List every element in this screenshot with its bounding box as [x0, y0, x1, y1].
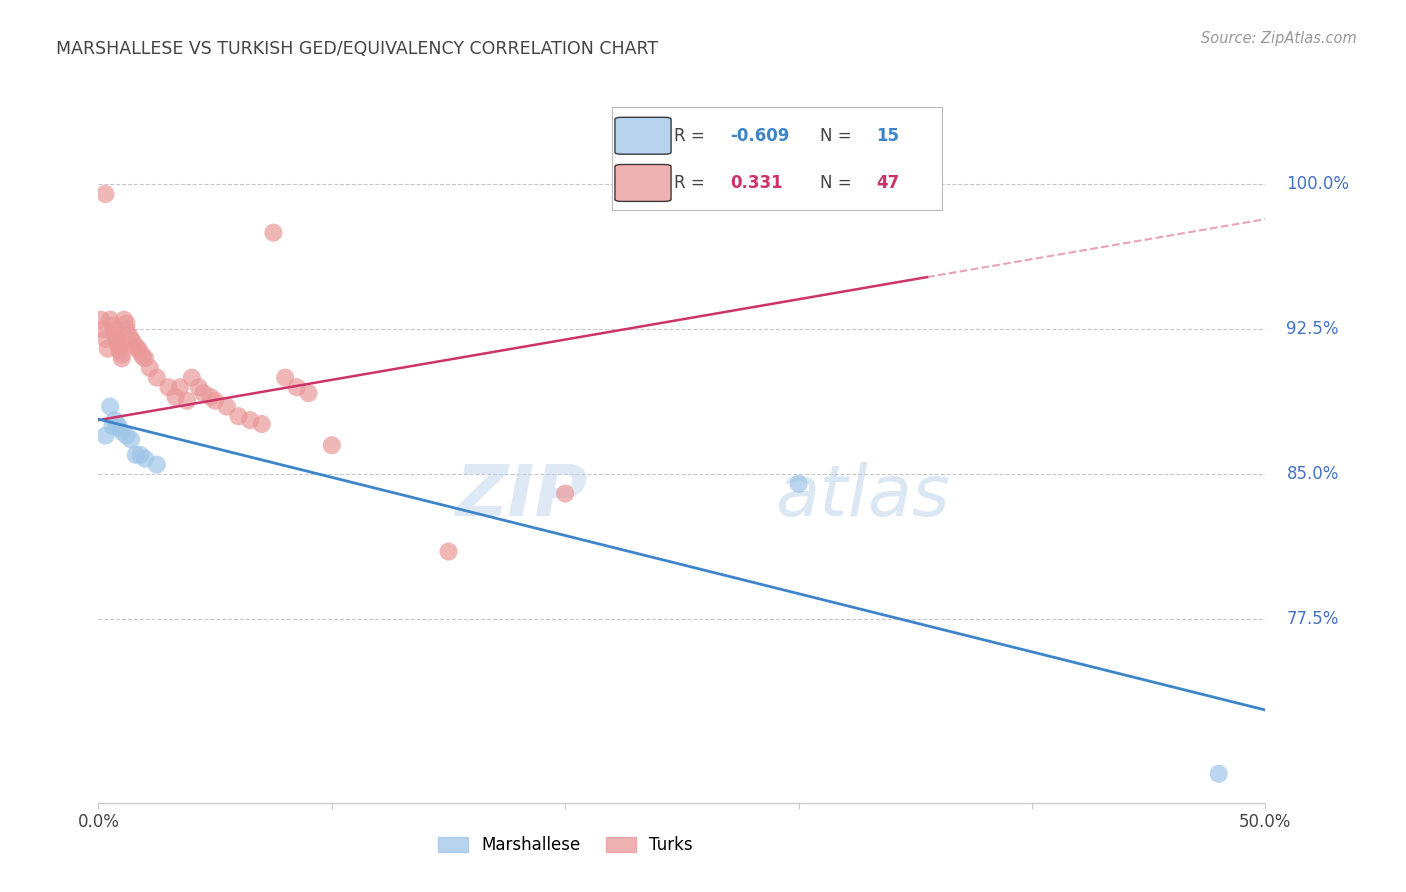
Point: [104, 328, 127, 343]
Point: [108, 343, 131, 358]
FancyBboxPatch shape: [614, 164, 671, 202]
Point: [118, 328, 141, 343]
Point: [285, 380, 308, 394]
Point: [146, 458, 169, 472]
Point: [104, 322, 127, 336]
Legend: Marshallese, Turks: Marshallese, Turks: [432, 830, 699, 861]
Point: [101, 419, 124, 434]
Text: N =: N =: [820, 174, 856, 192]
Point: [97, 342, 120, 356]
Point: [98, 400, 121, 414]
Text: 15: 15: [876, 127, 898, 145]
Point: [91, 322, 114, 336]
Text: 47: 47: [876, 174, 900, 192]
Point: [120, 433, 142, 447]
Point: [321, 438, 343, 452]
Text: N =: N =: [820, 127, 856, 145]
Point: [112, 312, 135, 326]
Point: [274, 370, 297, 384]
Point: [1208, 767, 1230, 781]
Point: [787, 477, 810, 491]
Point: [134, 351, 156, 366]
Point: [94, 428, 117, 442]
Text: 0.331: 0.331: [731, 174, 783, 192]
Point: [111, 425, 134, 439]
Point: [101, 318, 124, 333]
Point: [122, 335, 145, 350]
Text: -0.609: -0.609: [731, 127, 790, 145]
Text: 92.5%: 92.5%: [1286, 320, 1339, 338]
Point: [105, 332, 128, 346]
Point: [129, 448, 152, 462]
Text: 100.0%: 100.0%: [1286, 176, 1350, 194]
Text: 77.5%: 77.5%: [1286, 610, 1339, 628]
Point: [228, 409, 250, 424]
Point: [104, 413, 127, 427]
Text: 85.0%: 85.0%: [1286, 466, 1339, 483]
Point: [187, 380, 209, 394]
Text: MARSHALLESE VS TURKISH GED/EQUIVALENCY CORRELATION CHART: MARSHALLESE VS TURKISH GED/EQUIVALENCY C…: [56, 40, 658, 58]
Point: [134, 451, 156, 466]
Point: [554, 486, 576, 500]
Point: [129, 345, 152, 359]
Point: [180, 370, 202, 384]
Text: Source: ZipAtlas.com: Source: ZipAtlas.com: [1201, 31, 1357, 46]
Point: [90, 312, 112, 326]
Point: [94, 332, 117, 346]
Point: [115, 322, 138, 336]
Point: [105, 417, 128, 431]
Point: [169, 380, 191, 394]
Point: [125, 448, 148, 462]
Point: [157, 380, 180, 394]
Point: [139, 361, 162, 376]
Text: R =: R =: [675, 127, 710, 145]
Point: [204, 393, 226, 408]
Point: [437, 544, 460, 558]
Point: [262, 226, 284, 240]
Text: ZIP: ZIP: [457, 462, 589, 531]
Text: atlas: atlas: [775, 462, 950, 531]
Point: [94, 187, 117, 202]
Point: [193, 386, 215, 401]
Point: [111, 351, 134, 366]
Point: [111, 347, 134, 361]
Point: [176, 393, 198, 408]
Point: [239, 413, 262, 427]
Point: [297, 386, 319, 401]
Point: [108, 340, 131, 354]
Point: [98, 312, 121, 326]
Point: [115, 317, 138, 331]
Point: [165, 390, 187, 404]
Point: [125, 340, 148, 354]
FancyBboxPatch shape: [614, 118, 671, 154]
Point: [115, 428, 138, 442]
Point: [146, 370, 169, 384]
Point: [127, 342, 149, 356]
Point: [132, 350, 155, 364]
Point: [105, 335, 128, 350]
Point: [200, 390, 222, 404]
Text: R =: R =: [675, 174, 716, 192]
Point: [108, 421, 131, 435]
Point: [250, 417, 273, 431]
Point: [215, 400, 238, 414]
Point: [120, 332, 142, 346]
